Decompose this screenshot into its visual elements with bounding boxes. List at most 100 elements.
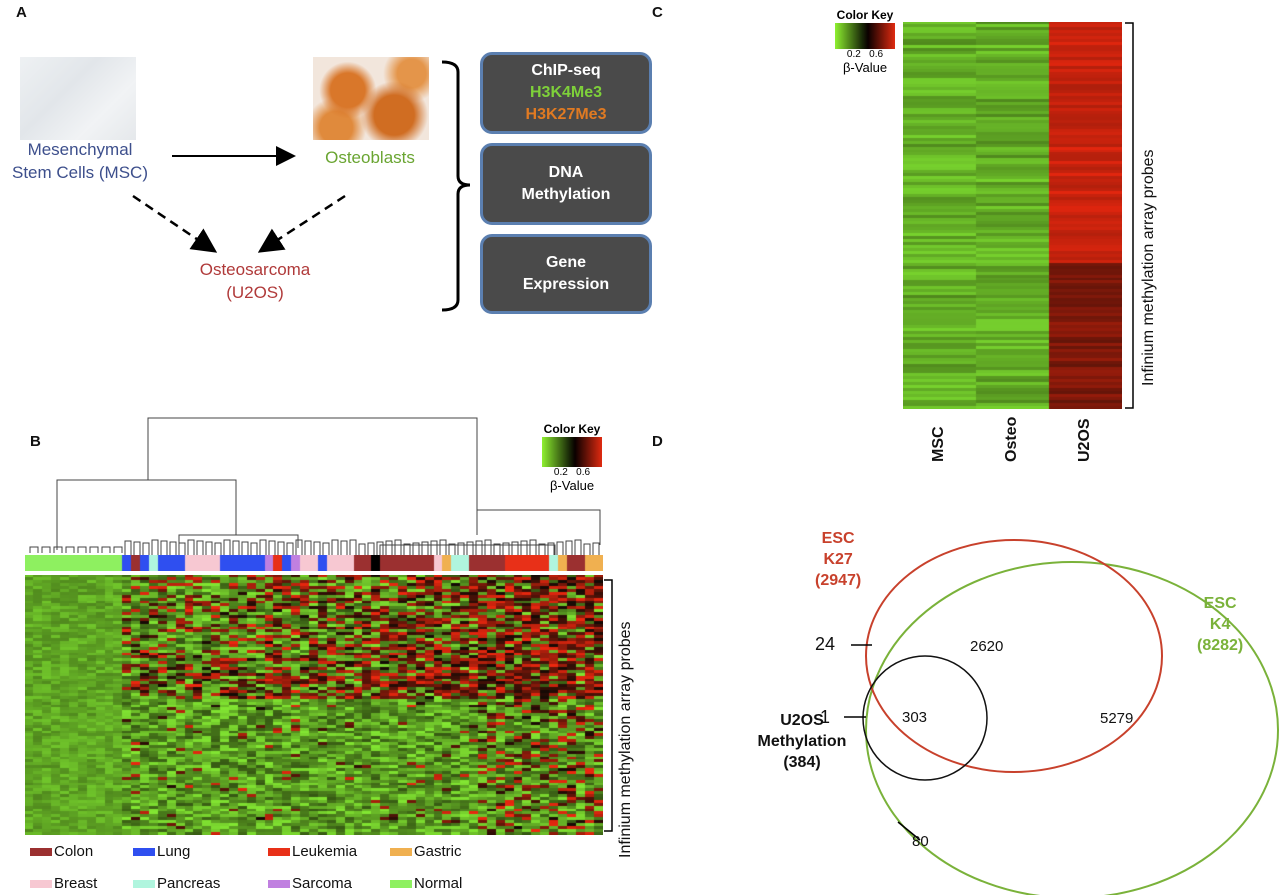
count-u2os-k27: 24 — [815, 634, 836, 654]
sample-annotation-bar — [25, 555, 603, 571]
dendrogram-branch — [583, 543, 591, 555]
dendrogram-branch — [53, 546, 63, 553]
legend-swatch — [30, 847, 52, 856]
dendrogram-branch — [147, 417, 478, 510]
dendrogram-branch — [169, 541, 177, 555]
legend-swatch — [268, 847, 290, 856]
msc-label-line: Stem Cells (MSC) — [11, 163, 148, 182]
box-line: DNA — [548, 164, 584, 181]
dendrogram-branch — [403, 543, 411, 555]
osteoblasts-label: Osteoblasts — [325, 148, 415, 167]
dendrogram-branch — [547, 542, 555, 555]
dendrogram-branch — [113, 546, 123, 553]
count-k27-k4: 2620 — [970, 638, 1004, 655]
legend-label: Lung — [157, 843, 191, 860]
box-line: H3K4Me3 — [529, 84, 603, 101]
dna-methylation-box: DNA Methylation — [480, 143, 652, 225]
dendrogram-branch — [430, 540, 438, 555]
legend-item-breast: Breast — [30, 875, 97, 892]
legend-label: Normal — [414, 875, 463, 892]
venn-label-line: (8282) — [1197, 637, 1244, 654]
venn-label-line: U2OS — [780, 712, 824, 729]
dendrogram-branch — [385, 540, 393, 555]
dendrogram-branch — [101, 546, 111, 553]
dendrogram-branch — [502, 542, 510, 555]
color-key-b: Color Key 0.2 0.6 β-Value — [539, 422, 605, 493]
dendrogram-branch — [457, 542, 465, 555]
dendrogram-branch — [466, 541, 474, 555]
dendrogram-branch — [214, 542, 222, 555]
osteoblast-micrograph — [313, 57, 429, 140]
heatmap-c — [903, 22, 1122, 409]
dendrogram-branch — [313, 541, 321, 555]
msc-label: Mesenchymal Stem Cells (MSC) — [0, 138, 160, 184]
dendrogram-branch — [232, 540, 240, 555]
color-key-title: Color Key — [836, 8, 894, 22]
dendrogram-branch — [178, 542, 186, 555]
venn-label-line: ESC — [1203, 595, 1237, 612]
box-line: Methylation — [521, 186, 611, 203]
msc-to-u2os-arrow — [132, 194, 218, 253]
venn-label-line: ESC — [821, 530, 855, 547]
osteo-to-u2os-arrow — [257, 194, 346, 253]
dendrogram-branch — [268, 540, 276, 555]
dendrogram-branch — [412, 542, 420, 555]
panel-d-label: D — [652, 433, 663, 450]
esc-k4-set — [865, 561, 1279, 895]
column-label-msc: MSC — [930, 426, 947, 462]
dendrogram-branch — [484, 539, 492, 555]
dendrogram-branch — [565, 540, 573, 555]
dendrogram-branch — [421, 541, 429, 555]
u2os-set — [862, 655, 988, 781]
dendrogram-branch — [124, 540, 132, 555]
dendrogram-branch — [592, 542, 600, 555]
dendrogram-branch — [187, 539, 195, 555]
dendrogram-branch — [511, 541, 519, 555]
color-key-axis-label: β-Value — [549, 478, 595, 493]
legend-item-lung: Lung — [133, 843, 190, 860]
dendrogram-branch — [277, 541, 285, 555]
legend-label: Gastric — [414, 843, 462, 860]
dendrogram-branch — [29, 546, 39, 553]
dendrogram-branch — [322, 542, 330, 555]
legend-swatch — [268, 879, 290, 888]
venn-label-line: (2947) — [815, 572, 862, 589]
probe-label-c: Infinium methylation array probes — [1140, 149, 1157, 386]
dendrogram-branch — [259, 539, 267, 555]
dendrogram-branch — [476, 509, 601, 545]
dendrogram-branch — [133, 541, 141, 555]
dendrogram-branch — [295, 539, 303, 555]
box-line: Expression — [522, 276, 610, 293]
dendrogram-branch — [196, 540, 204, 555]
venn-label-line: K4 — [1209, 616, 1231, 633]
dendrogram-branch — [286, 542, 294, 555]
dendrogram-branch — [160, 540, 168, 555]
legend-label: Sarcoma — [292, 875, 353, 892]
dendrogram-branch — [56, 479, 237, 550]
legend-label: Breast — [54, 875, 98, 892]
color-key-axis-label: β-Value — [842, 60, 888, 75]
dendrogram-branch — [205, 541, 213, 555]
dendrogram-branch — [475, 540, 483, 555]
color-key-gradient — [835, 23, 895, 49]
legend-label: Colon — [54, 843, 94, 860]
dendrogram-branch — [349, 539, 357, 555]
legend-label: Pancreas — [157, 875, 221, 892]
brace — [441, 60, 471, 312]
u2os-label: U2OS Methylation (384) — [752, 710, 852, 773]
count-u2os-only: 1 — [820, 707, 831, 727]
panel-c-label: C — [652, 4, 663, 21]
osteosarcoma-label: Osteosarcoma (U2OS) — [180, 258, 330, 304]
esc-k4-label: ESC K4 (8282) — [1197, 593, 1243, 656]
dendrogram-branch — [529, 539, 537, 555]
panel-a-label: A — [16, 4, 27, 21]
panel-a-arrows — [132, 60, 471, 312]
legend-item-pancreas: Pancreas — [133, 875, 220, 892]
box-line: Gene — [545, 254, 586, 271]
venn-label-line: (384) — [783, 754, 821, 771]
dendrogram-branch — [77, 546, 87, 553]
dendrogram — [29, 417, 601, 555]
osteosarcoma-label-line: (U2OS) — [226, 283, 284, 302]
dendrogram-branch — [448, 543, 456, 555]
dendrogram-branch — [556, 541, 564, 555]
